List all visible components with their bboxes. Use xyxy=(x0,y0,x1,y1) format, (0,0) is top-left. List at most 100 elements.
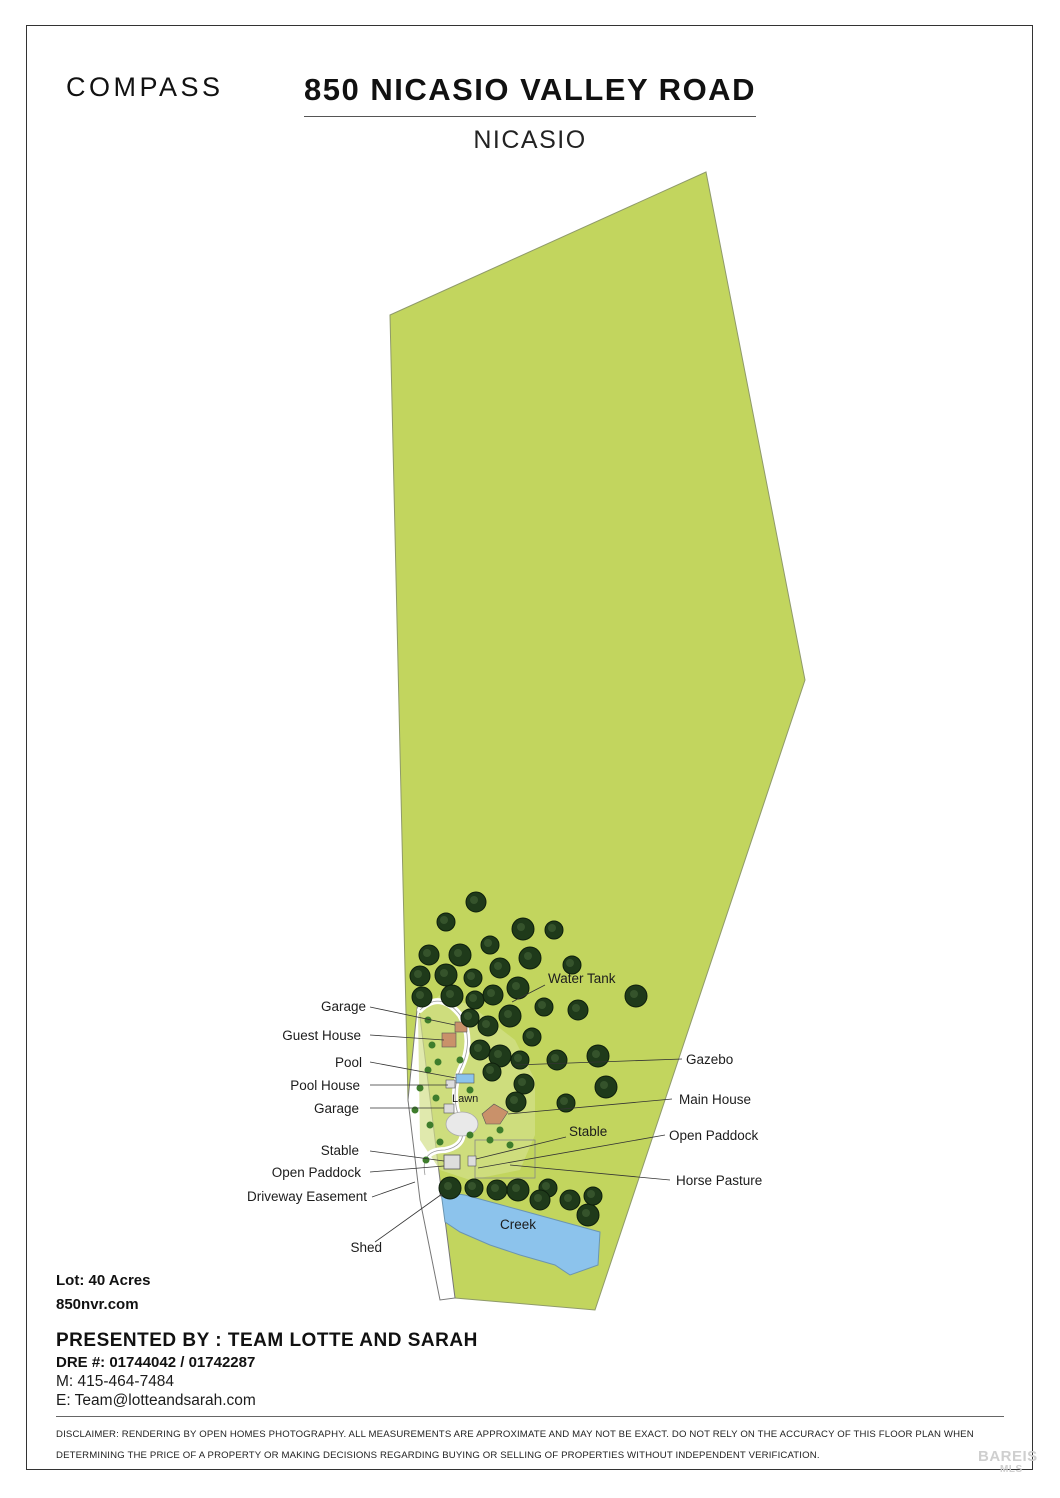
tree-highlight xyxy=(467,972,475,980)
stable-building-2 xyxy=(467,1155,477,1167)
label-gazebo: Gazebo xyxy=(686,1052,733,1067)
shrub xyxy=(434,1058,442,1066)
guest-house-building xyxy=(441,1032,457,1048)
tree-highlight xyxy=(551,1054,559,1062)
lot-size: Lot: 40 Acres xyxy=(56,1272,151,1289)
shrub xyxy=(428,1041,436,1049)
tree-highlight xyxy=(487,989,495,997)
label-pool-house: Pool House xyxy=(290,1078,360,1093)
tree-highlight xyxy=(587,1190,595,1198)
label-pool: Pool xyxy=(335,1055,362,1070)
leader-lines xyxy=(369,984,683,1243)
shrub xyxy=(424,1016,432,1024)
tree-highlight xyxy=(517,923,525,931)
tree-highlight xyxy=(491,1184,499,1192)
shrub xyxy=(456,1056,464,1064)
tree-highlight xyxy=(474,1044,482,1052)
shrub xyxy=(416,1084,424,1092)
main-house-building xyxy=(481,1103,509,1125)
shrub xyxy=(426,1121,434,1129)
tree-highlight xyxy=(538,1001,546,1009)
watermark-line1: BAREIS xyxy=(978,1448,1038,1465)
tree-highlight xyxy=(560,1097,568,1105)
shrub xyxy=(436,1138,444,1146)
shrub xyxy=(506,1141,514,1149)
tree-highlight xyxy=(464,1012,472,1020)
tree-highlight xyxy=(548,924,556,932)
pool-shape xyxy=(455,1073,475,1084)
tree-highlight xyxy=(572,1004,580,1012)
tree-highlight xyxy=(423,949,431,957)
tree-highlight xyxy=(582,1209,590,1217)
page-frame xyxy=(26,25,1033,1470)
label-stable-left: Stable xyxy=(321,1143,359,1158)
mls-watermark: BAREIS MLS xyxy=(978,1448,1038,1476)
tree-highlight xyxy=(440,969,448,977)
creek-shape xyxy=(440,1191,601,1276)
tree-canopy xyxy=(409,891,648,1227)
tree-highlight xyxy=(514,1054,522,1062)
tree-highlight xyxy=(446,990,454,998)
tree-highlight xyxy=(512,1184,520,1192)
label-open-paddock-left: Open Paddock xyxy=(272,1165,362,1180)
label-open-paddock-right: Open Paddock xyxy=(669,1128,759,1143)
shrub xyxy=(486,1136,494,1144)
tree-highlight xyxy=(486,1066,494,1074)
tree-highlight xyxy=(592,1050,600,1058)
tree-highlight xyxy=(469,994,477,1002)
dre-numbers: DRE #: 01744042 / 01742287 xyxy=(56,1354,256,1371)
tree-highlight xyxy=(534,1194,542,1202)
tree-highlight xyxy=(444,1182,452,1190)
tree-highlight xyxy=(510,1096,518,1104)
mobile-number[interactable]: M: 415-464-7484 xyxy=(56,1373,175,1390)
email-address[interactable]: E: Team@lotteandsarah.com xyxy=(56,1392,256,1409)
shrub xyxy=(424,1066,432,1074)
tree-highlight xyxy=(512,982,520,990)
label-garage-bottom: Garage xyxy=(314,1101,359,1116)
property-city: NICASIO xyxy=(473,126,587,154)
title-divider xyxy=(304,116,756,117)
pool-house-building xyxy=(445,1079,456,1089)
stable-building xyxy=(443,1154,461,1170)
tree-highlight xyxy=(494,1050,502,1058)
driveway-loop-edge xyxy=(419,1000,468,1176)
property-title: 850 NICASIO VALLEY ROAD xyxy=(304,72,756,107)
label-garage-top: Garage xyxy=(321,999,366,1014)
tree-highlight xyxy=(542,1182,550,1190)
label-main-house: Main House xyxy=(679,1092,751,1107)
shrub xyxy=(466,1086,474,1094)
tree-highlight xyxy=(600,1081,608,1089)
tree-highlight xyxy=(470,896,478,904)
label-stable-right: Stable xyxy=(569,1124,607,1139)
shrub xyxy=(466,1131,474,1139)
tree-highlight xyxy=(484,939,492,947)
disclaimer-divider xyxy=(56,1416,1004,1417)
shrub xyxy=(422,1156,430,1164)
shrub xyxy=(411,1106,419,1114)
label-creek: Creek xyxy=(500,1217,536,1232)
tree-highlight xyxy=(454,949,462,957)
shrub xyxy=(496,1126,504,1134)
label-horse-pasture: Horse Pasture xyxy=(676,1173,762,1188)
label-guest-house: Guest House xyxy=(282,1028,361,1043)
tree-highlight xyxy=(524,952,532,960)
website-link[interactable]: 850nvr.com xyxy=(56,1296,139,1313)
tree-highlight xyxy=(504,1010,512,1018)
tree-highlight xyxy=(468,1182,476,1190)
tree-highlight xyxy=(564,1194,572,1202)
label-shed: Shed xyxy=(350,1240,382,1255)
disclaimer-text: DISCLAIMER: RENDERING BY OPEN HOMES PHOT… xyxy=(56,1429,974,1461)
presented-by-heading: PRESENTED BY : TEAM LOTTE AND SARAH xyxy=(56,1330,478,1351)
tree-highlight xyxy=(518,1078,526,1086)
tree-highlight xyxy=(526,1031,534,1039)
label-driveway-easement: Driveway Easement xyxy=(247,1189,367,1204)
tree-highlight xyxy=(416,991,424,999)
label-lawn: Lawn xyxy=(452,1093,478,1105)
tree-highlight xyxy=(414,970,422,978)
tree-highlight xyxy=(440,916,448,924)
tree-highlight xyxy=(482,1020,490,1028)
tree-highlight xyxy=(494,962,502,970)
compass-logo: COMPASS xyxy=(66,72,224,102)
tree-highlight xyxy=(630,990,638,998)
